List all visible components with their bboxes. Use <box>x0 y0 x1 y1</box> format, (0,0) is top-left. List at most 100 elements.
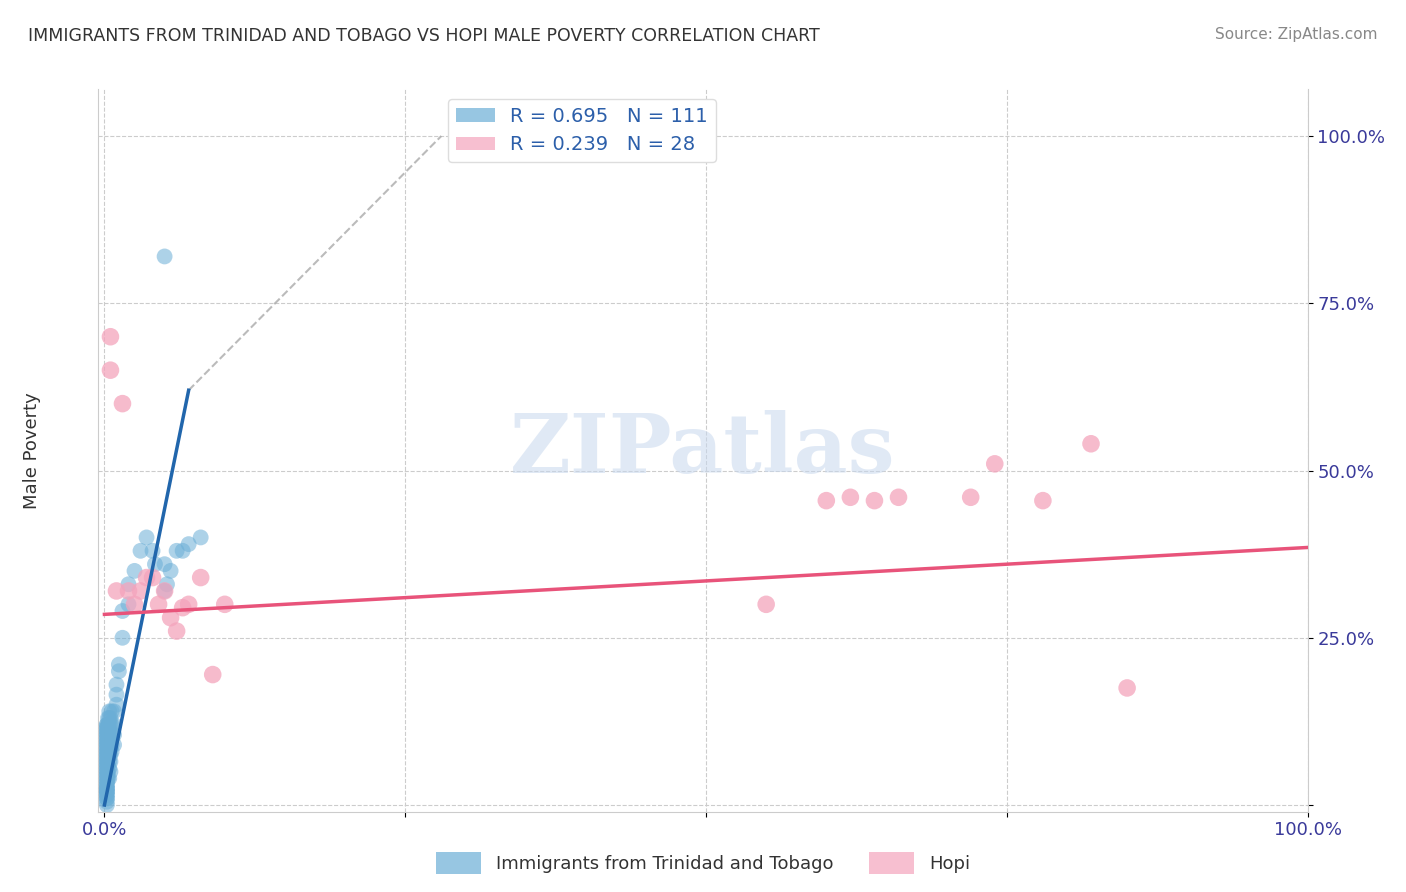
Text: ZIPatlas: ZIPatlas <box>510 410 896 491</box>
Point <box>100 741 122 756</box>
Point <box>96 764 118 779</box>
Point <box>100 717 122 731</box>
Point <box>153 557 176 572</box>
Point <box>100 363 122 377</box>
Point <box>96 788 118 802</box>
Point <box>100 330 122 344</box>
Point <box>98 731 121 746</box>
Point <box>97 711 120 725</box>
Point <box>97 724 120 739</box>
Text: Male Poverty: Male Poverty <box>22 392 41 508</box>
Point <box>96 761 118 775</box>
Point <box>111 396 134 410</box>
Point <box>172 600 194 615</box>
Point <box>96 728 118 742</box>
Point <box>96 771 118 786</box>
Point <box>97 764 120 779</box>
Point <box>1080 436 1102 450</box>
Point <box>100 747 122 762</box>
Legend: Immigrants from Trinidad and Tobago, Hopi: Immigrants from Trinidad and Tobago, Hop… <box>429 845 977 881</box>
Point <box>98 717 121 731</box>
Point <box>98 705 121 719</box>
Point <box>190 571 212 585</box>
Point <box>96 778 118 792</box>
Point <box>103 705 125 719</box>
Point <box>105 688 128 702</box>
Point <box>105 678 128 692</box>
Point <box>142 544 165 558</box>
Point <box>105 698 128 712</box>
Point <box>100 764 122 779</box>
Point <box>103 717 125 731</box>
Point <box>96 764 118 779</box>
Point <box>96 747 118 762</box>
Point <box>96 717 118 731</box>
Point <box>156 577 179 591</box>
Point <box>839 491 862 505</box>
Point <box>96 785 118 799</box>
Point <box>96 741 118 756</box>
Point <box>98 724 121 739</box>
Point <box>96 721 118 735</box>
Point <box>98 761 121 775</box>
Point <box>201 667 224 681</box>
Point <box>97 771 120 786</box>
Point <box>142 571 165 585</box>
Point <box>96 768 118 782</box>
Point <box>135 571 157 585</box>
Point <box>96 781 118 796</box>
Point <box>97 731 120 746</box>
Point <box>100 717 122 731</box>
Point <box>124 564 146 578</box>
Point <box>111 631 134 645</box>
Point <box>100 755 122 769</box>
Point <box>97 744 120 758</box>
Point <box>166 624 188 639</box>
Text: Source: ZipAtlas.com: Source: ZipAtlas.com <box>1215 27 1378 42</box>
Point <box>96 747 118 762</box>
Point <box>98 711 121 725</box>
Point <box>135 530 157 544</box>
Point <box>117 598 139 612</box>
Point <box>98 755 121 769</box>
Point <box>96 755 118 769</box>
Point <box>96 741 118 756</box>
Point <box>755 598 778 612</box>
Point <box>177 598 200 612</box>
Point <box>96 774 118 789</box>
Point <box>124 598 146 612</box>
Point <box>96 728 118 742</box>
Point <box>100 744 122 758</box>
Point <box>143 557 166 572</box>
Point <box>117 584 139 599</box>
Point <box>96 795 118 809</box>
Point <box>96 734 118 748</box>
Point <box>100 738 122 752</box>
Point <box>96 744 118 758</box>
Point <box>96 734 118 748</box>
Point <box>103 738 125 752</box>
Point <box>97 738 120 752</box>
Point <box>96 717 118 731</box>
Point <box>96 738 118 752</box>
Point <box>863 493 886 508</box>
Text: IMMIGRANTS FROM TRINIDAD AND TOBAGO VS HOPI MALE POVERTY CORRELATION CHART: IMMIGRANTS FROM TRINIDAD AND TOBAGO VS H… <box>28 27 820 45</box>
Point <box>815 493 838 508</box>
Point <box>96 774 118 789</box>
Point <box>96 781 118 796</box>
Point <box>96 791 118 805</box>
Point <box>214 598 236 612</box>
Point <box>98 771 121 786</box>
Point <box>96 755 118 769</box>
Point <box>148 598 170 612</box>
Point <box>153 250 176 264</box>
Point <box>96 731 118 746</box>
Point <box>96 778 118 792</box>
Legend: R = 0.695   N = 111, R = 0.239   N = 28: R = 0.695 N = 111, R = 0.239 N = 28 <box>449 99 716 162</box>
Point <box>108 657 131 672</box>
Point <box>96 724 118 739</box>
Point <box>96 751 118 765</box>
Point <box>96 721 118 735</box>
Point <box>111 604 134 618</box>
Point <box>190 530 212 544</box>
